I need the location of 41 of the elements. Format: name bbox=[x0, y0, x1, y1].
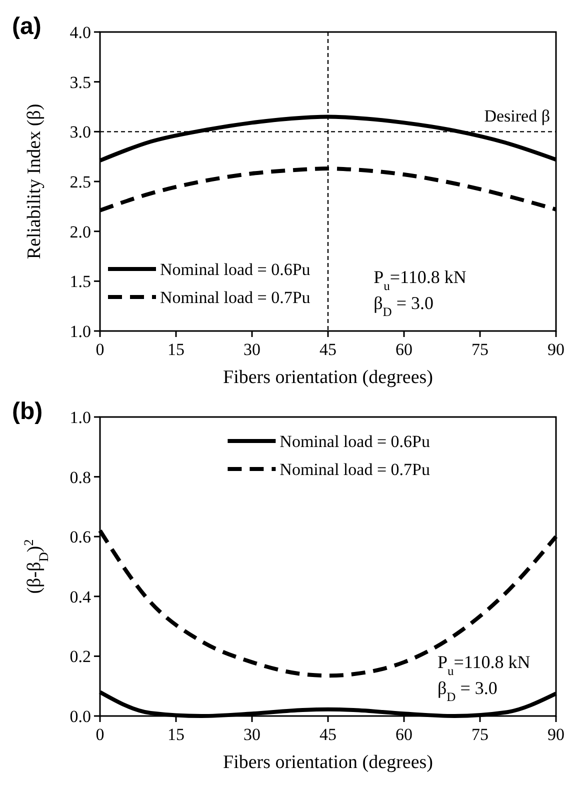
ref-line-label: Desired β bbox=[484, 106, 550, 126]
x-axis-title: Fibers orientation (degrees) bbox=[223, 752, 433, 773]
x-tick-label: 75 bbox=[472, 340, 488, 359]
legend-label: Nominal load = 0.6Pu bbox=[160, 260, 311, 279]
y-tick-label: 1.0 bbox=[70, 322, 91, 341]
x-tick-label: 0 bbox=[96, 340, 104, 359]
x-tick-label: 45 bbox=[320, 725, 336, 744]
y-tick-label: 0.6 bbox=[70, 528, 91, 547]
y-tick-label: 3.5 bbox=[70, 72, 91, 92]
legend-label: Nominal load = 0.7Pu bbox=[280, 460, 430, 479]
y-tick-label: 2.0 bbox=[70, 222, 91, 242]
y-tick-label: 2.5 bbox=[70, 172, 91, 192]
annotation: P$_{u}$=110.8 kN bbox=[437, 652, 530, 678]
x-tick-label: 75 bbox=[472, 725, 488, 744]
x-tick-label: 30 bbox=[244, 340, 260, 359]
x-tick-label: 45 bbox=[320, 340, 336, 359]
y-tick-label: 4.0 bbox=[70, 22, 91, 42]
x-tick-label: 0 bbox=[96, 725, 104, 744]
y-tick-label: 0.0 bbox=[70, 706, 91, 726]
y-tick-label: 0.4 bbox=[70, 587, 92, 606]
y-tick-label: 3.0 bbox=[70, 122, 91, 142]
y-axis-title: Reliability Index (β) bbox=[24, 104, 45, 260]
x-tick-label: 60 bbox=[396, 340, 412, 359]
x-tick-label: 90 bbox=[548, 340, 564, 359]
y-tick-label: 0.2 bbox=[70, 647, 91, 666]
legend-label: Nominal load = 0.6Pu bbox=[280, 432, 430, 451]
x-tick-label: 15 bbox=[168, 340, 184, 359]
y-tick-label: 0.8 bbox=[70, 468, 91, 487]
x-tick-label: 90 bbox=[548, 725, 564, 744]
x-tick-label: 15 bbox=[168, 725, 184, 744]
x-tick-label: 30 bbox=[244, 725, 260, 744]
legend-label: Nominal load = 0.7Pu bbox=[160, 288, 311, 307]
chart-title: (b) bbox=[12, 398, 43, 425]
annotation: β$_{D}$ = 3.0 bbox=[374, 293, 434, 319]
annotation: β$_{D}$ = 3.0 bbox=[437, 678, 498, 704]
y-tick-label: 1.5 bbox=[70, 272, 91, 292]
chart-title: (a) bbox=[12, 13, 42, 40]
x-axis-title: Fibers orientation (degrees) bbox=[223, 367, 433, 388]
x-tick-label: 60 bbox=[396, 725, 412, 744]
y-tick-label: 1.0 bbox=[70, 408, 91, 427]
annotation: P$_{u}$=110.8 kN bbox=[374, 267, 466, 293]
